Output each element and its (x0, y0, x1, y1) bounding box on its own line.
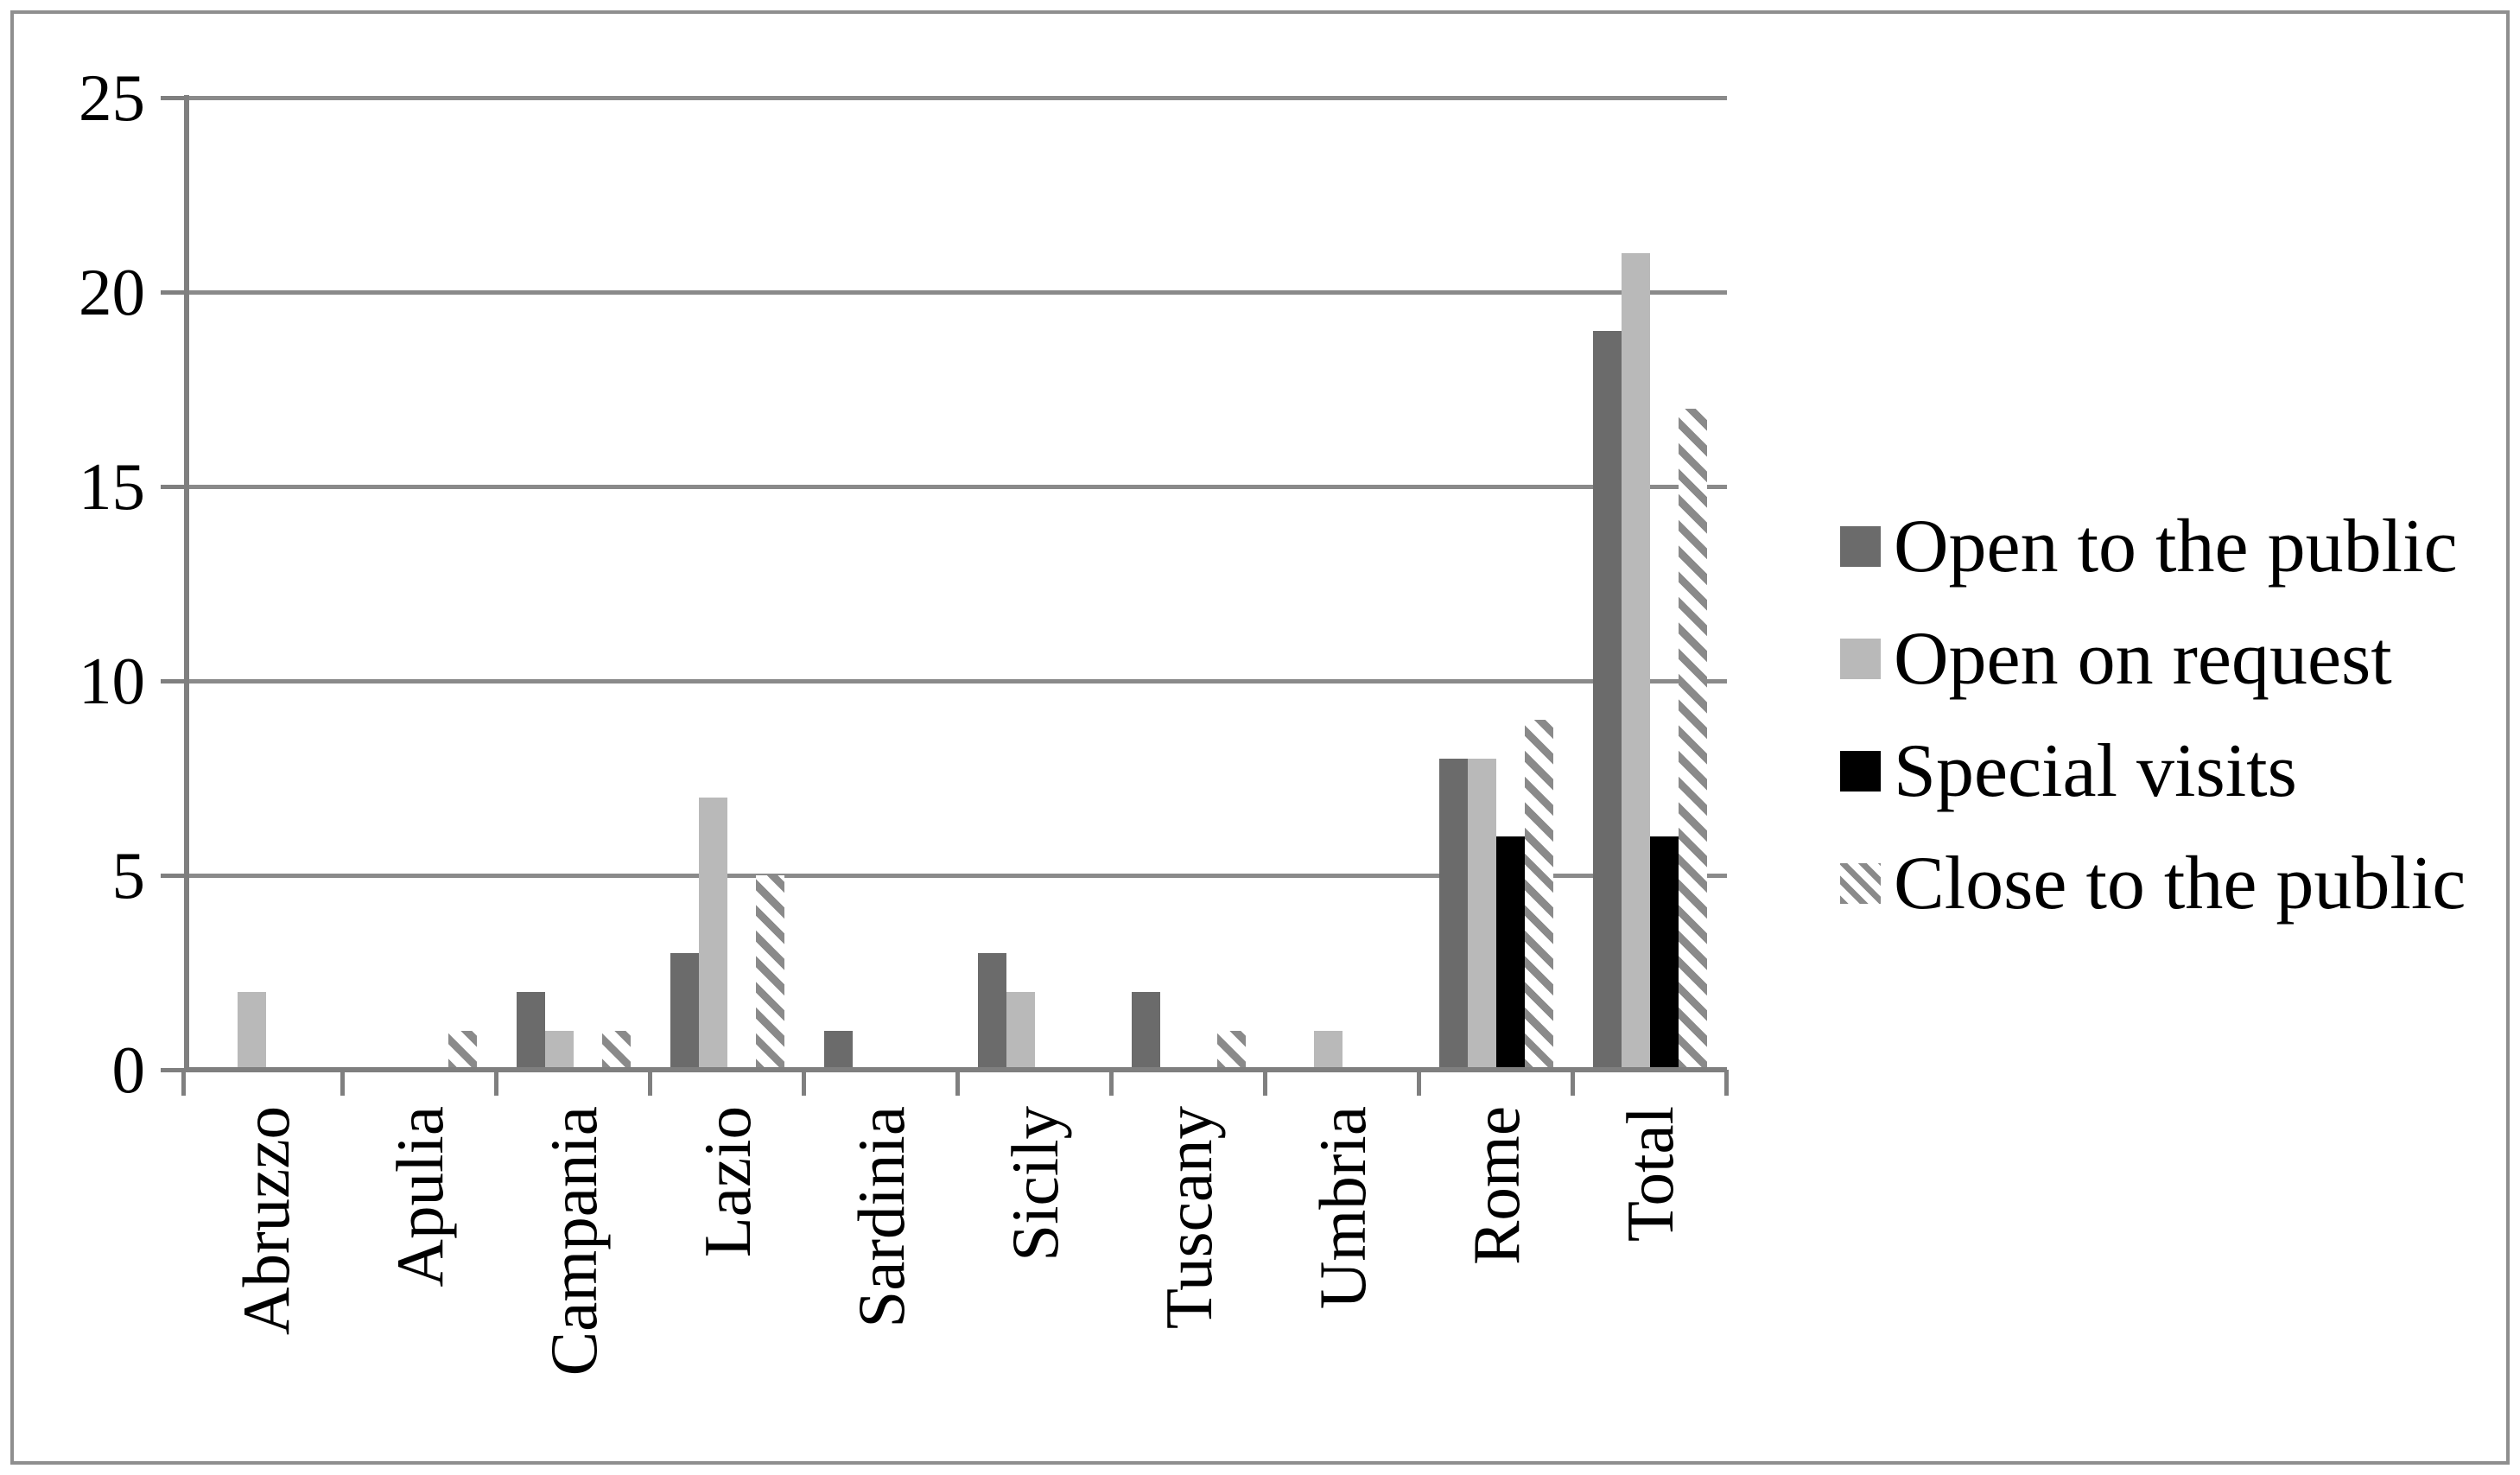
bar-lazio-close-to-the-public (756, 875, 784, 1070)
x-axis-tick-1 (340, 1070, 345, 1096)
x-axis-tick-5 (955, 1070, 960, 1096)
x-axis-tick-9 (1571, 1070, 1575, 1096)
legend-swatch-open-to-the-public (1840, 526, 1881, 567)
bar-rome-open-on-request (1468, 759, 1496, 1070)
x-axis-tick-2 (494, 1070, 498, 1096)
bar-campania-close-to-the-public (602, 1031, 631, 1070)
legend-label-open-to-the-public: Open to the public (1894, 505, 2458, 588)
x-axis-tick-4 (802, 1070, 806, 1096)
bar-rome-open-to-the-public (1439, 759, 1468, 1070)
legend-swatch-close-to-the-public (1840, 863, 1881, 904)
legend-label-special-visits: Special visits (1894, 729, 2297, 813)
bar-campania-open-on-request (545, 1031, 574, 1070)
bar-campania-open-to-the-public (517, 992, 545, 1070)
bar-rome-special-visits (1496, 836, 1525, 1070)
gridline-25 (189, 96, 1727, 100)
y-axis-tick-15 (161, 485, 184, 489)
bar-tuscany-open-to-the-public (1132, 992, 1160, 1070)
y-axis-label-25: 25 (79, 60, 145, 135)
x-axis-label-rome: Rome (1459, 1106, 1533, 1265)
bar-tuscany-close-to-the-public (1217, 1031, 1246, 1070)
x-axis-tick-10 (1724, 1070, 1729, 1096)
x-axis-label-sardinia: Sardinia (844, 1106, 918, 1328)
bar-sardinia-open-to-the-public (824, 1031, 853, 1070)
x-axis-tick-0 (181, 1070, 186, 1096)
y-axis-tick-20 (161, 290, 184, 295)
y-axis-tick-5 (161, 874, 184, 878)
bar-sicily-open-on-request (1006, 992, 1035, 1070)
bar-lazio-open-to-the-public (670, 953, 699, 1070)
legend-swatch-special-visits (1840, 751, 1881, 792)
bar-total-close-to-the-public (1679, 409, 1707, 1070)
x-axis-label-campania: Campania (536, 1106, 611, 1376)
x-axis-label-umbria: Umbria (1305, 1106, 1380, 1310)
bar-rome-close-to-the-public (1525, 720, 1553, 1070)
bar-lazio-open-on-request (699, 798, 727, 1070)
gridline-5 (189, 874, 1727, 878)
x-axis-tick-6 (1109, 1070, 1114, 1096)
x-axis-label-apulia: Apulia (383, 1106, 457, 1287)
y-axis-label-5: 5 (111, 838, 146, 912)
x-axis-tick-8 (1417, 1070, 1421, 1096)
x-axis-label-sicily: Sicily (998, 1106, 1072, 1262)
x-axis-label-lazio: Lazio (690, 1106, 765, 1258)
gridline-15 (189, 485, 1727, 489)
legend-swatch-open-on-request (1840, 639, 1881, 679)
bar-umbria-open-on-request (1314, 1031, 1343, 1070)
legend-label-close-to-the-public: Close to the public (1894, 842, 2466, 925)
y-axis-label-10: 10 (79, 644, 145, 718)
bar-apulia-close-to-the-public (448, 1031, 477, 1070)
y-axis-label-15: 15 (79, 449, 145, 524)
y-axis-label-0: 0 (111, 1033, 146, 1107)
x-axis-label-tuscany: Tuscany (1152, 1106, 1226, 1330)
y-axis-tick-0 (161, 1068, 184, 1072)
y-axis-tick-25 (161, 96, 184, 100)
y-axis-line (184, 95, 189, 1072)
x-axis-tick-7 (1263, 1070, 1267, 1096)
bar-total-open-to-the-public (1593, 331, 1622, 1070)
legend-label-open-on-request: Open on request (1894, 617, 2392, 701)
y-axis-label-20: 20 (79, 255, 145, 329)
gridline-20 (189, 290, 1727, 295)
x-axis-label-abruzzo: Abruzzo (229, 1106, 303, 1336)
x-axis-label-total: Total (1613, 1106, 1687, 1243)
bar-abruzzo-open-on-request (238, 992, 266, 1070)
x-axis-tick-3 (648, 1070, 652, 1096)
gridline-10 (189, 679, 1727, 683)
bar-sicily-open-to-the-public (978, 953, 1006, 1070)
y-axis-tick-10 (161, 679, 184, 683)
bar-total-open-on-request (1622, 253, 1650, 1070)
bar-total-special-visits (1650, 836, 1679, 1070)
